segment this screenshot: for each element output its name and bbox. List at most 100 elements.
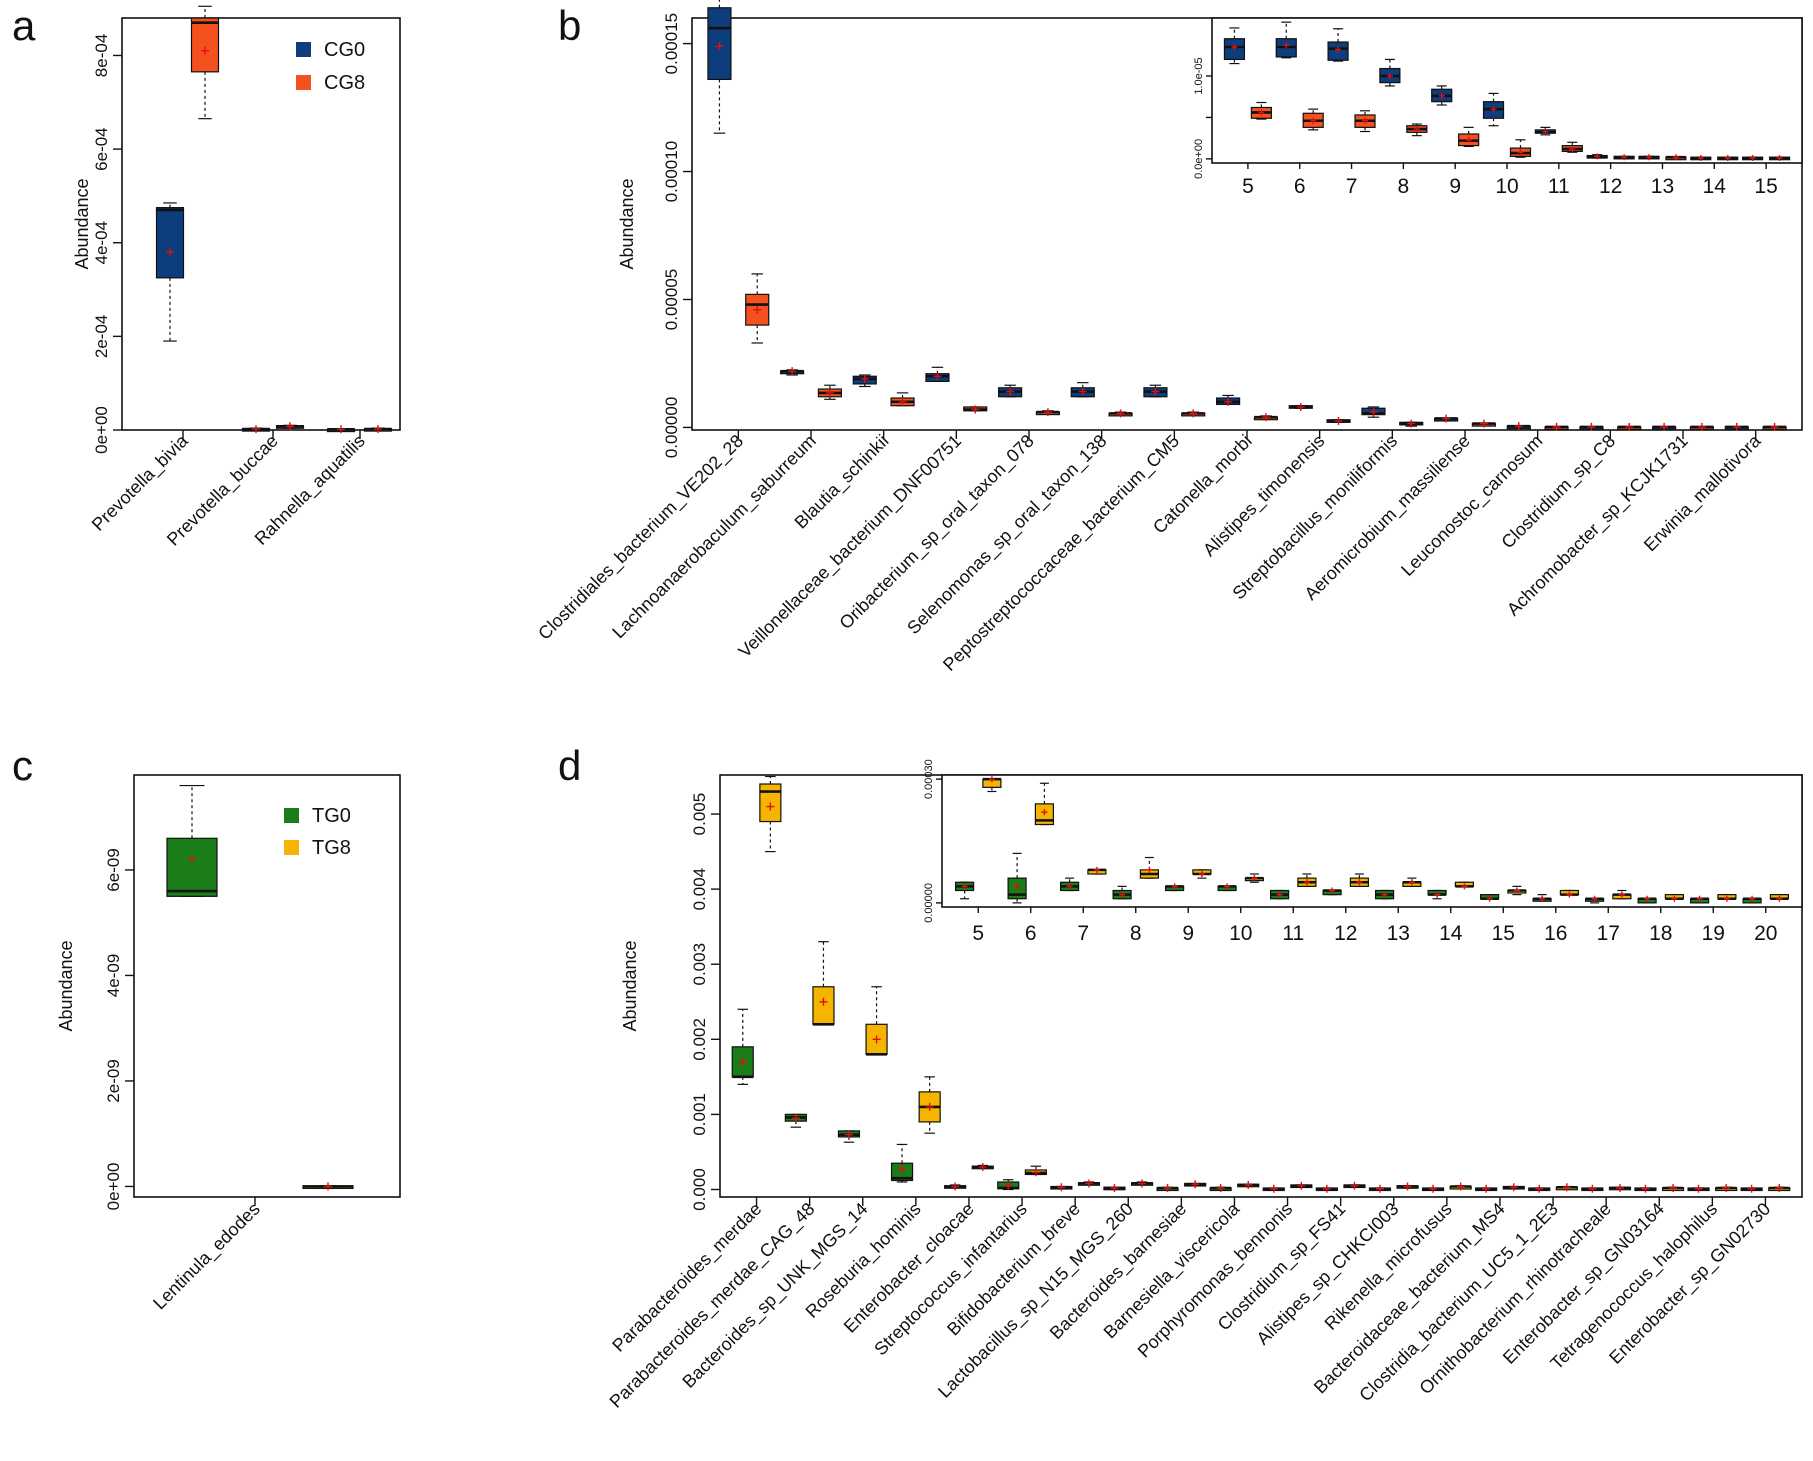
mean-marker [1594, 153, 1601, 160]
box-CG0-12 [1579, 422, 1604, 431]
legend-label-CG0: CG0 [324, 39, 365, 61]
mean-marker [1413, 126, 1420, 133]
box-TG0-10 [1479, 894, 1500, 902]
mean-marker [1362, 117, 1369, 124]
box-TG0-7 [1103, 1183, 1126, 1192]
mean-marker [1660, 422, 1669, 431]
box-TG0-4 [1164, 883, 1185, 892]
x-tick-label: 15 [1754, 175, 1777, 198]
box-CG0-7 [1586, 153, 1608, 160]
box-CG8-8 [1665, 154, 1687, 161]
mean-marker [898, 1164, 907, 1173]
x-tick-label: 18 [1649, 922, 1672, 945]
mean-marker [1335, 46, 1342, 53]
box-TG8-9 [1237, 1180, 1260, 1189]
legend-swatch-CG0 [296, 42, 311, 57]
box-CG0-13 [1652, 422, 1677, 431]
x-tick-label: 13 [1387, 922, 1410, 945]
y-tick-label: 2e-04 [92, 315, 111, 358]
mean-marker [925, 1102, 934, 1111]
box-TG0-0 [731, 1008, 754, 1085]
box-TG8-4 [1192, 869, 1212, 879]
mean-marker [1258, 109, 1265, 116]
y-tick-label: 0e+00 [92, 406, 111, 454]
mean-marker [971, 405, 980, 414]
box-CG0-1 [780, 367, 805, 376]
x-tick-label: 5 [1242, 175, 1254, 198]
mean-marker [1006, 387, 1015, 396]
box-TG0-1 [784, 1113, 807, 1128]
x-tick-label: Bacteroidaceae_bacterium_MS4 [1310, 1199, 1510, 1399]
panel-letter-a: a [12, 2, 36, 49]
box-TG8-8 [1184, 1180, 1207, 1189]
box-TG0-0 [954, 881, 975, 900]
mean-marker [1486, 895, 1493, 902]
mean-marker [201, 46, 209, 55]
y-tick-label: 0.001 [690, 1093, 709, 1136]
mean-marker [1310, 117, 1317, 124]
box-CG8-2 [363, 425, 393, 434]
mean-marker [1356, 879, 1363, 886]
mean-marker [1261, 413, 1270, 422]
panel-letter-c: c [12, 742, 33, 789]
mean-marker [791, 1114, 800, 1123]
x-tick-label: 10 [1229, 922, 1252, 945]
mean-marker [1625, 422, 1634, 431]
mean-marker [1588, 1184, 1597, 1193]
mean-marker [933, 372, 942, 381]
box-TG8-18 [1715, 1183, 1738, 1192]
x-tick-label: 12 [1599, 175, 1622, 198]
mean-marker [1031, 1168, 1040, 1177]
mean-marker [1621, 154, 1628, 161]
box-CG0-4 [998, 384, 1023, 398]
mean-marker [1224, 397, 1233, 406]
panel-letter-d: d [558, 742, 581, 789]
mean-marker [1724, 155, 1731, 162]
mean-marker [766, 802, 775, 811]
y-tick-label: 6e-09 [104, 848, 123, 891]
mean-marker [753, 305, 762, 314]
mean-marker [1461, 883, 1468, 890]
box-TG0-2 [837, 1130, 861, 1143]
mean-marker [1146, 866, 1153, 873]
box-TG8-5 [1024, 1165, 1047, 1177]
mean-marker [1244, 1180, 1253, 1189]
box-CG0-8 [1638, 154, 1660, 161]
y-tick-label: 6e-04 [92, 127, 111, 170]
mean-marker [1776, 895, 1783, 902]
box-TG0-13 [1637, 895, 1657, 904]
x-tick-label: 14 [1703, 175, 1727, 198]
box-TG0-13 [1421, 1184, 1445, 1193]
mean-marker [1747, 1184, 1756, 1193]
mean-marker [1723, 895, 1730, 902]
mean-marker [286, 422, 294, 431]
box-CG0-1 [1275, 21, 1297, 59]
mean-marker [324, 1182, 332, 1191]
box-TG8-13 [1664, 894, 1685, 902]
box-TG8-11 [1343, 1181, 1366, 1190]
mean-marker [1138, 1179, 1147, 1188]
box-CG8-0 [190, 5, 220, 120]
box-TG8-14 [1502, 1183, 1525, 1192]
box-CG0-5 [1482, 92, 1505, 127]
box-CG0-9 [1361, 406, 1386, 418]
mean-marker [1672, 154, 1679, 161]
box-CG0-2 [326, 425, 356, 434]
box-CG0-9 [1690, 155, 1712, 162]
mean-marker [1775, 1183, 1784, 1192]
mean-marker [825, 388, 834, 397]
mean-marker [1490, 106, 1497, 113]
box-body [166, 837, 218, 897]
x-tick-label: Lactobacillus_sp_N15_MGS_260 [934, 1199, 1138, 1403]
mean-marker [860, 374, 869, 383]
legend-label-TG8: TG8 [312, 837, 351, 859]
x-tick-label: Alistipes_timonensis [1199, 431, 1329, 561]
box-TG8-13 [1449, 1182, 1472, 1191]
y-tick-label: 0.00010 [662, 141, 681, 202]
y-tick-label: 2e-09 [104, 1059, 123, 1102]
mean-marker [1297, 1181, 1306, 1190]
mean-marker [1645, 154, 1652, 161]
box-TG8-10 [1290, 1181, 1313, 1190]
y-tick-label: 0e+00 [104, 1163, 123, 1211]
